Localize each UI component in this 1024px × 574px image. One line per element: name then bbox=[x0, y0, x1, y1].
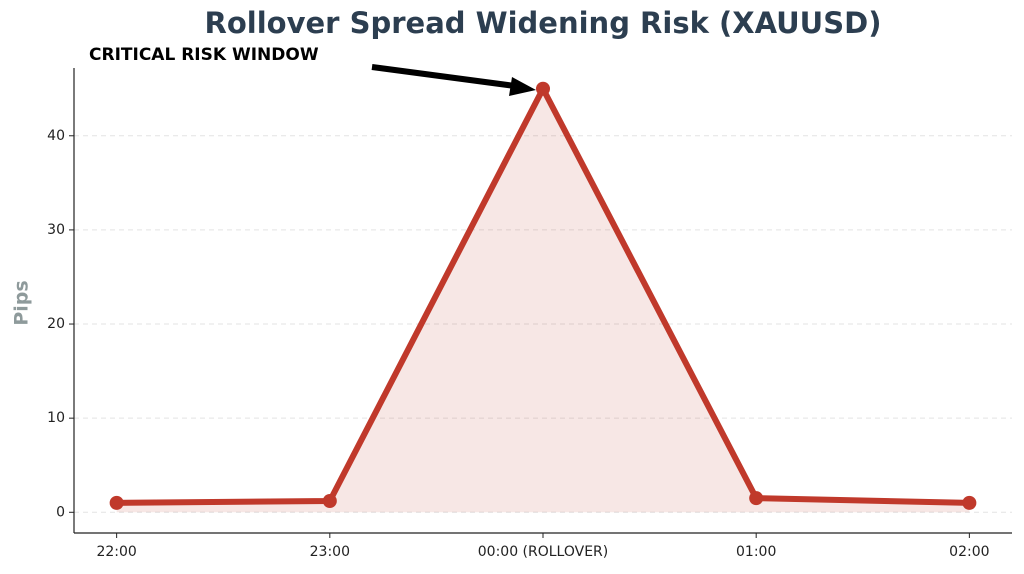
point bbox=[749, 491, 764, 506]
point bbox=[962, 495, 977, 510]
plot-area: 0 10 20 30 40 22:00 23:00 00:00 (ROLLOVER) 01:00… bbox=[47, 68, 1012, 560]
annotation-arrow bbox=[371, 64, 536, 96]
y-tick-label: 30 bbox=[47, 222, 65, 238]
x-tick-label: 00:00 (ROLLOVER) bbox=[478, 544, 609, 560]
x-tick-label: 22:00 bbox=[96, 544, 136, 560]
y-axis-label: Pips bbox=[11, 280, 33, 325]
y-tick-label: 0 bbox=[56, 504, 65, 520]
x-tick-label: 23:00 bbox=[310, 544, 350, 560]
annotation: CRITICAL RISK WINDOW bbox=[89, 45, 319, 65]
point bbox=[109, 495, 124, 510]
point bbox=[322, 493, 337, 508]
area bbox=[116, 88, 970, 513]
x-tick-label: 02:00 bbox=[949, 544, 989, 560]
y-tick-label: 20 bbox=[47, 316, 65, 332]
chart-title: Rollover Spread Widening Risk (XAUUSD) bbox=[205, 6, 882, 40]
x-tick-label: 01:00 bbox=[736, 544, 776, 560]
y-tick-label: 40 bbox=[47, 128, 65, 144]
point bbox=[536, 81, 550, 96]
y-tick-label: 10 bbox=[47, 410, 65, 426]
